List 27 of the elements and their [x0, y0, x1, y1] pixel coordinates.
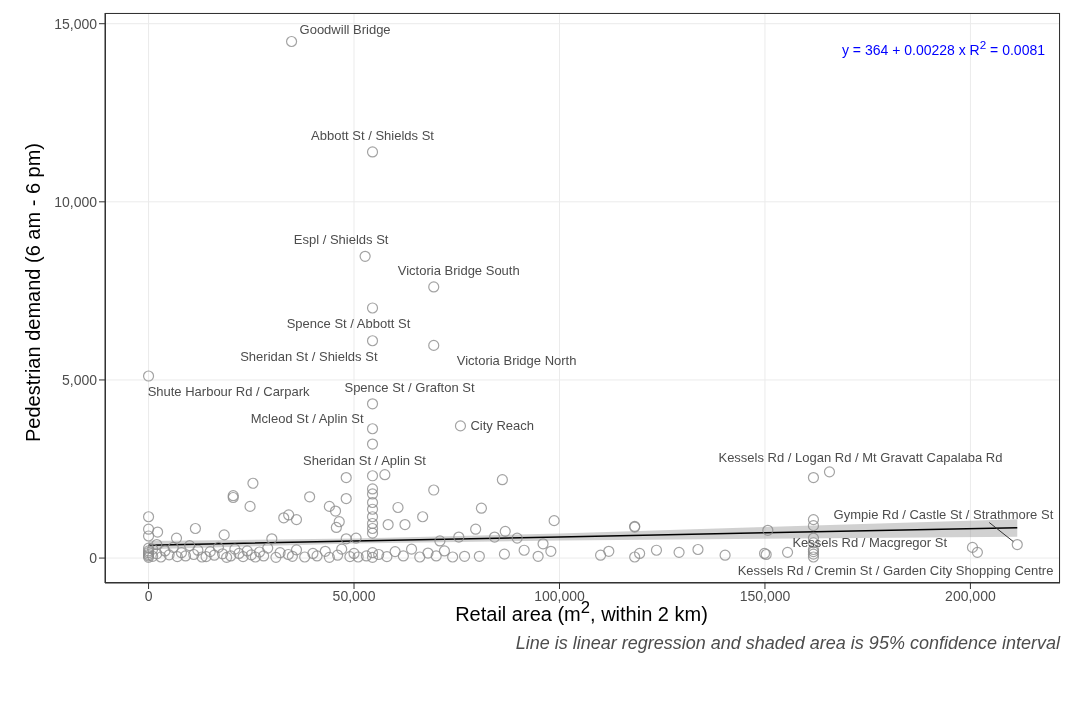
- y-tick-label: 15,000: [54, 15, 98, 32]
- y-axis-title: Pedestrian demand (6 am - 6 pm): [21, 142, 45, 444]
- annotation: Shute Harbour Rd / Carpark: [147, 384, 310, 400]
- y-tick-label: 10,000: [54, 193, 98, 210]
- x-tick-label: 200,000: [945, 587, 996, 604]
- annotation: Mcleod St / Aplin St: [250, 410, 364, 426]
- annotation: Goodwill Bridge: [299, 21, 391, 37]
- annotation: y = 364 + 0.00228 x R$^{2}$ = 0.0081: [841, 38, 1045, 58]
- annotation: City Reach: [470, 417, 535, 433]
- annotation: Kessels Rd / Logan Rd / Mt Gravatt Capalaba Rd: [718, 449, 1003, 465]
- annotation: Sheridan St / Shields St: [240, 348, 378, 364]
- annotation: Abbott St / Shields St: [311, 127, 435, 143]
- annotation: Victoria Bridge North: [456, 353, 577, 369]
- text: Line is linear regression and shaded area is 95% confidence interval: [515, 633, 1060, 654]
- annotation: Spence St / Abbott St: [286, 315, 411, 331]
- annotation: Spence St / Grafton St: [344, 379, 475, 395]
- annotation: Espl / Shields St: [293, 232, 389, 248]
- annotation: Gympie Rd / Castle St / Strathmore St: [833, 506, 1054, 522]
- x-tick-label: 50,000: [332, 587, 376, 604]
- annotation: Kessels Rd / Macgregor St: [792, 534, 948, 550]
- annotation: Victoria Bridge South: [397, 262, 520, 278]
- annotation: Kessels Rd / Cremin St / Garden City Shopping Centre: [737, 562, 1054, 578]
- annotation: Sheridan St / Aplin St: [303, 453, 427, 469]
- x-tick-label: 0: [144, 587, 153, 604]
- x-tick-label: 150,000: [739, 587, 791, 604]
- y-tick-label: 5,000: [61, 371, 98, 388]
- y-tick-label: 0: [89, 550, 98, 567]
